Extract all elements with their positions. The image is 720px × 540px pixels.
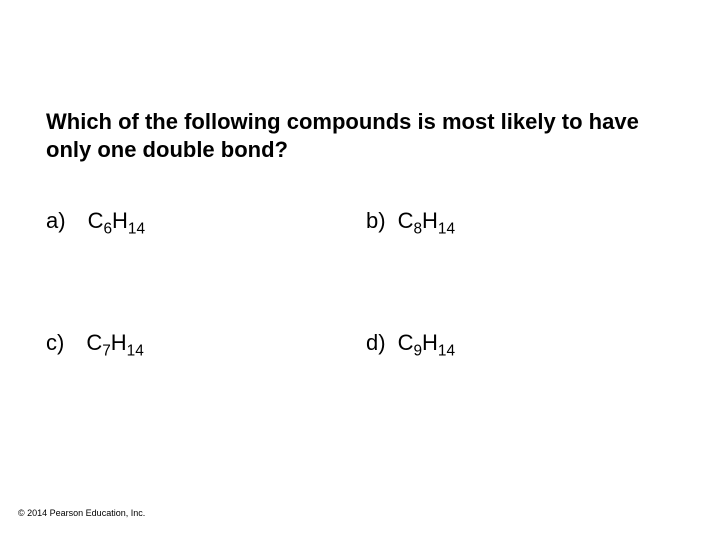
formula-part: H (112, 208, 128, 233)
copyright-text: © 2014 Pearson Education, Inc. (18, 508, 145, 518)
formula-part: C (398, 208, 414, 233)
formula-part: C (88, 208, 104, 233)
slide: Which of the following compounds is most… (0, 0, 720, 540)
option-formula: C7H14 (86, 330, 143, 356)
formula-sub: 14 (128, 220, 145, 237)
option-label: c) (46, 330, 64, 356)
option-formula: C8H14 (398, 208, 455, 234)
formula-part: H (422, 208, 438, 233)
formula-part: H (111, 330, 127, 355)
formula-sub: 14 (438, 220, 455, 237)
formula-sub: 14 (127, 342, 144, 359)
formula-part: C (398, 330, 414, 355)
options-grid: a) C6H14 b) C8H14 c) C7H14 d) (46, 208, 666, 452)
option-label: b) (366, 208, 386, 234)
question-text: Which of the following compounds is most… (46, 108, 666, 163)
options-row-1: a) C6H14 b) C8H14 (46, 208, 666, 234)
formula-part: H (422, 330, 438, 355)
options-row-2: c) C7H14 d) C9H14 (46, 330, 666, 356)
option-label: a) (46, 208, 66, 234)
option-label: d) (366, 330, 386, 356)
option-formula: C9H14 (398, 330, 455, 356)
option-c: c) C7H14 (46, 330, 366, 356)
option-d: d) C9H14 (366, 330, 666, 356)
option-formula: C6H14 (88, 208, 145, 234)
formula-sub: 9 (413, 342, 422, 359)
formula-sub: 6 (103, 220, 112, 237)
formula-part: C (86, 330, 102, 355)
formula-sub: 7 (102, 342, 111, 359)
formula-sub: 8 (413, 220, 422, 237)
formula-sub: 14 (438, 342, 455, 359)
option-b: b) C8H14 (366, 208, 666, 234)
option-a: a) C6H14 (46, 208, 366, 234)
